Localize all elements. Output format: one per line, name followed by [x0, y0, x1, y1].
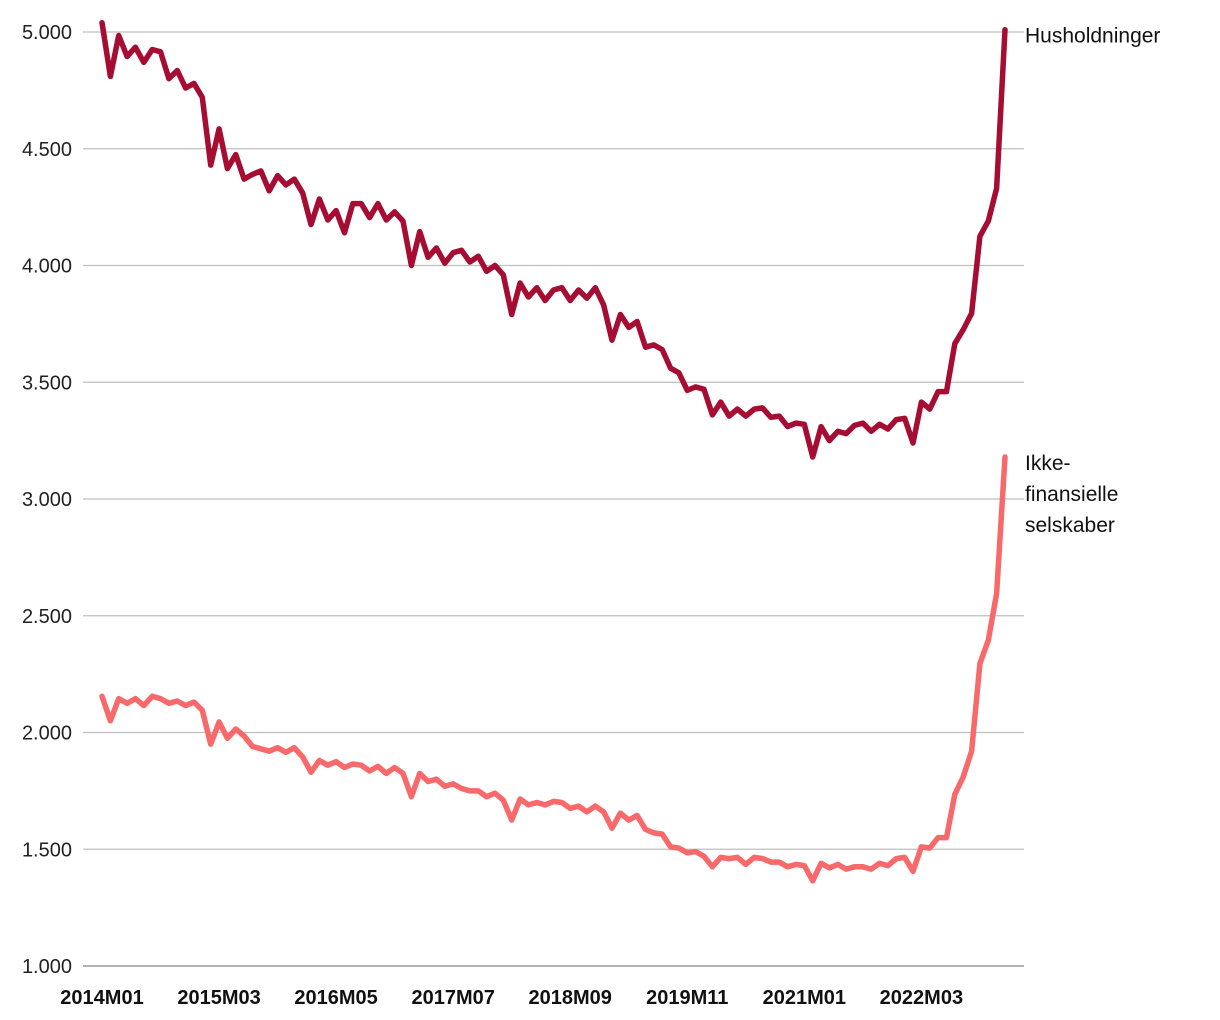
x-tick-label: 2018M09 [529, 987, 612, 1009]
x-tick-label: 2016M05 [294, 987, 377, 1009]
series-labels: Husholdninger Ikke-finansielle selskaber [1025, 25, 1160, 537]
series-label: finansielle [1025, 483, 1118, 506]
y-tick-label: 1.500 [22, 839, 72, 861]
series-line-husholdninger [99, 19, 1008, 460]
x-tick-label: 2022M03 [880, 987, 963, 1009]
series-label: selskaber [1025, 514, 1115, 537]
y-tick-label: 4.000 [22, 256, 72, 278]
x-tick-label: 2021M01 [763, 987, 846, 1009]
y-tick-label: 2.000 [22, 723, 72, 745]
x-tick-label: 2014M01 [60, 987, 143, 1009]
x-tick-label: 2017M07 [411, 987, 494, 1009]
y-tick-label: 4.500 [22, 139, 72, 161]
y-tick-label: 2.500 [22, 606, 72, 628]
series-lines [99, 19, 1008, 884]
gridlines [83, 31, 1024, 967]
y-tick-label: 3.500 [22, 372, 72, 394]
series-label: Husholdninger [1025, 25, 1160, 48]
y-tick-label: 3.000 [22, 489, 72, 511]
series-label: Ikke- [1025, 452, 1071, 475]
x-tick-label: 2019M11 [646, 987, 728, 1009]
y-tick-label: 1.000 [22, 956, 72, 978]
y-tick-label: 5.000 [22, 22, 72, 44]
x-axis-ticks: 2014M01 2015M03 2016M05 2017M07 2018M09 2019M… [60, 987, 963, 1009]
y-axis-ticks: 1.000 1.500 2.000 2.500 3.000 3.500 4.000 4.500… [22, 22, 72, 978]
x-tick-label: 2015M03 [177, 987, 260, 1009]
series-line-ikke-finansielle-selskaber [99, 454, 1008, 884]
